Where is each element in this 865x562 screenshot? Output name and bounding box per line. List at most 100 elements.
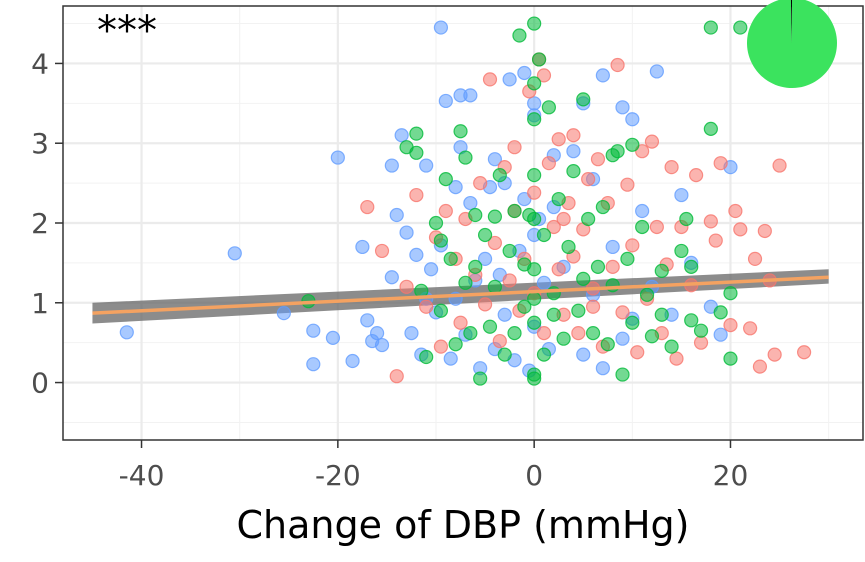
data-point [330,150,345,165]
data-point [610,57,625,73]
data-point [507,140,522,155]
data-point [517,65,532,81]
data-point [507,203,522,219]
data-point [477,297,493,312]
data-point [713,327,728,342]
data-point [487,209,503,224]
data-point [733,222,748,237]
data-point [409,247,424,263]
data-point [453,315,468,330]
data-point [482,72,498,87]
data-point [566,128,581,143]
data-point [566,164,581,179]
data-point [276,306,291,321]
data-point [605,239,620,255]
y-tick-label: 0 [31,367,49,400]
data-point [482,319,498,334]
data-point [438,93,453,109]
data-point [325,330,341,345]
data-point [693,335,709,350]
data-point [654,263,669,278]
data-point [723,318,738,333]
data-point [409,126,424,141]
data-point [566,144,581,159]
data-point [585,299,601,314]
data-point [399,279,414,294]
data-point [527,16,542,31]
data-point [492,168,507,183]
data-point [473,176,488,191]
data-point [590,259,606,274]
pie-slice [747,0,837,88]
data-point [399,140,414,155]
data-point [438,172,453,187]
data-point [448,179,463,195]
data-point [743,321,758,336]
data-point [428,215,444,231]
data-point [747,251,763,267]
data-point [595,68,610,83]
data-point [517,299,532,314]
data-point [561,239,576,255]
data-point [433,303,449,318]
data-point [389,207,404,223]
inset-pie-chart [747,0,837,88]
data-point [546,219,561,235]
data-point [556,331,571,346]
data-point [541,156,556,171]
data-point [644,134,660,149]
x-tick-label: -40 [119,459,165,492]
data-point [654,307,669,322]
x-tick-label: -20 [315,459,361,492]
data-point [487,279,503,294]
pie-slice [790,0,792,43]
data-point [576,271,591,286]
data-point [419,158,434,173]
data-point [649,219,664,235]
data-point [463,195,478,211]
data-point [556,211,571,227]
data-point [713,156,728,171]
data-point [581,211,596,227]
data-point [438,203,453,219]
data-point [527,112,542,127]
data-point [620,177,635,192]
data-point [497,347,512,362]
data-point [419,349,434,365]
data-point [728,203,743,219]
data-point [527,291,542,306]
data-point [536,68,552,83]
data-point [684,259,699,274]
data-point [394,128,409,143]
data-point [419,299,434,314]
data-point [502,72,517,87]
data-point [453,124,468,139]
data-point [615,100,630,115]
data-point [585,325,601,341]
data-point [693,323,709,338]
data-point [772,158,787,173]
data-point [625,112,640,127]
data-point [448,337,463,352]
data-point [581,172,596,187]
data-point [409,187,424,203]
data-point [605,278,620,293]
data-point [497,307,512,322]
data-point [615,331,630,346]
data-point [625,137,640,152]
data-point [492,333,507,349]
data-point [536,275,552,290]
significance-annotation: *** [97,8,157,54]
y-axis-ticks: 0 1 2 3 4 [31,47,63,400]
data-point [536,227,552,243]
data-point [546,307,561,322]
data-point [389,369,404,384]
data-point [752,359,768,374]
data-point [679,211,694,227]
data-point [576,347,591,362]
data-point [463,325,478,341]
fit-line-layer [92,275,829,315]
y-tick-label: 1 [31,287,49,320]
data-point [635,203,650,219]
data-point [399,225,414,240]
